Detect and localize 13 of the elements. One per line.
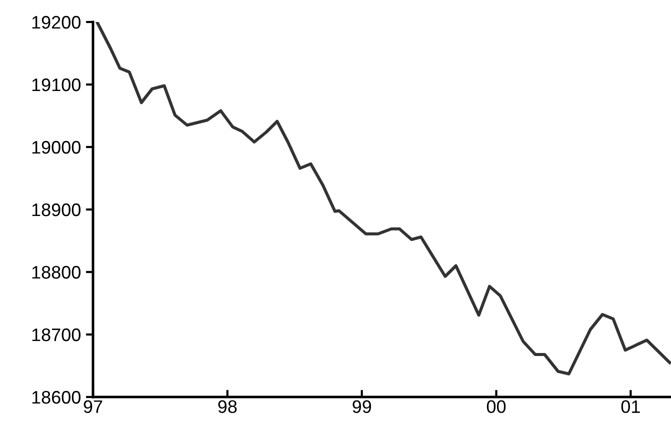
x-tick-label: 00 (486, 400, 506, 414)
x-tick-label: 97 (84, 400, 102, 414)
y-tick-label: 18900 (32, 203, 80, 216)
line-series (96, 22, 671, 376)
x-tick-label: 99 (352, 400, 372, 414)
y-tick-label: 19100 (32, 78, 80, 92)
y-tick-label: 18600 (32, 390, 80, 404)
x-tick-label: 98 (218, 400, 237, 414)
y-tick-label: 18800 (32, 266, 80, 279)
x-tick-label: 01 (621, 400, 640, 414)
y-tick-label: 18700 (32, 328, 80, 342)
y-tick-label: 19200 (32, 16, 80, 29)
y-tick-label: 19000 (32, 140, 80, 154)
